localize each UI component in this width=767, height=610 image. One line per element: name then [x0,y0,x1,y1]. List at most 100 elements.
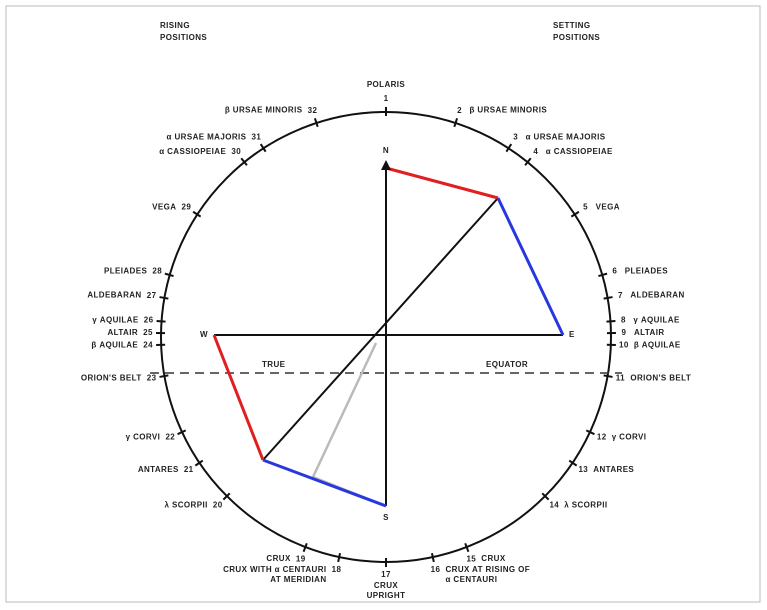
star-name-line: ORION'S BELT [81,373,142,382]
cardinal-label: S [383,513,389,522]
point-number: 13 [578,465,588,474]
point-number: 9 [622,328,627,337]
tick [464,542,470,553]
star-name-line: β URSAE MINORIS [470,106,548,115]
star-name-line: γ CORVI [612,433,647,442]
cardinal-label: N [383,146,389,155]
star-name-line: CRUX [266,554,291,563]
points: 1 POLARIS 2 β URSAE MINORIS 3 α URSAE MAJORIS… [81,80,691,600]
star-name: γ CORVI [126,433,161,442]
tick [430,552,435,563]
point-number: 15 [466,554,476,563]
tick [259,143,267,153]
star-name-line: POLARIS [367,80,406,89]
cardinal-label: W [200,330,208,339]
point-number: 6 [612,267,617,276]
star-name: VEGA [152,202,176,211]
star-name-line: CRUX [374,581,399,590]
point-number: 24 [143,340,153,349]
star-name-line: ALTAIR [634,328,665,337]
tick [453,117,459,128]
star-name: VEGA [596,202,620,211]
star-name-line: α URSAE MAJORIS [526,133,606,142]
star-name-line: AT MERIDIAN [270,575,326,584]
blue-line [496,197,565,336]
star-name: CRUX [481,554,506,563]
star-name: ORION'S BELT [81,373,142,382]
star-name: α URSAE MAJORIS [526,133,606,142]
point-number: 16 [431,565,441,574]
star-name-line: CRUX [481,554,506,563]
point-number: 11 [616,373,625,382]
star-name-line: β AQUILAE [91,340,138,349]
point-number: 20 [213,500,223,509]
star-name: POLARIS [367,80,406,89]
star-name: α CASSIOPEIAE [546,147,613,156]
star-name: λ SCORPII [165,500,208,509]
star-name: CRUX AT RISING OF α CENTAURI [445,565,530,584]
point-number: 17 [381,570,391,579]
tick [603,296,613,300]
setting-header: SETTING POSITIONS [553,21,600,42]
star-name-line: VEGA [152,202,176,211]
star-name-line: CRUX AT RISING OF [445,565,530,574]
star-name-line: γ AQUILAE [633,316,680,325]
point-number: 23 [147,373,157,382]
point-number: 26 [144,316,154,325]
equator-label: EQUATOR [486,360,528,369]
star-name: λ SCORPII [564,500,607,509]
star-name-line: β URSAE MINORIS [225,106,303,115]
tick [240,157,248,166]
north-arrow [381,160,391,170]
tick [156,319,166,323]
star-name: CRUX UPRIGHT [367,581,406,600]
star-name-line: α CENTAURI [445,575,497,584]
tick [302,542,308,553]
star-name: ALDEBARAN [630,291,684,300]
tick [524,157,532,166]
point-number: 10 [619,340,629,349]
star-name: β AQUILAE [634,340,681,349]
star-name-line: λ SCORPII [165,500,208,509]
star-name-line: ALTAIR [107,328,138,337]
star-name-line: ORION'S BELT [630,373,691,382]
tick [177,429,187,436]
star-name: α CASSIOPEIAE [159,147,226,156]
point-number: 3 [513,133,518,142]
star-name-line: ALDEBARAN [87,291,141,300]
tick [585,429,595,436]
tick [598,272,608,278]
tick [159,296,169,300]
star-name: γ CORVI [612,433,647,442]
star-name: γ AQUILAE [92,316,139,325]
cardinal-label: E [569,330,575,339]
star-name: β URSAE MINORIS [225,106,303,115]
star-name-line: UPRIGHT [367,591,406,600]
star-name-line: β AQUILAE [634,340,681,349]
point-number: 1 [384,94,389,103]
tick [159,374,169,378]
star-name-line: PLEIADES [104,267,147,276]
star-name-line: α URSAE MAJORIS [167,133,247,142]
point-number: 5 [583,202,588,211]
star-name: β AQUILAE [91,340,138,349]
diagonal-line [262,197,499,461]
point-number: 30 [231,147,241,156]
star-name: CRUX [266,554,291,563]
tick [606,319,616,323]
point-number: 21 [184,465,194,474]
star-name-line: ANTARES [138,465,179,474]
blue-line [262,458,387,508]
star-name: ALTAIR [107,328,138,337]
point-number: 25 [143,328,153,337]
point-number: 22 [165,433,175,442]
tick [194,459,204,467]
frame [5,5,761,603]
rising-header: RISING POSITIONS [160,21,207,42]
point-number: 32 [308,106,318,115]
point-number: 27 [147,291,157,300]
star-name-line: λ SCORPII [564,500,607,509]
star-name-line: ALDEBARAN [630,291,684,300]
star-name: ALTAIR [634,328,665,337]
